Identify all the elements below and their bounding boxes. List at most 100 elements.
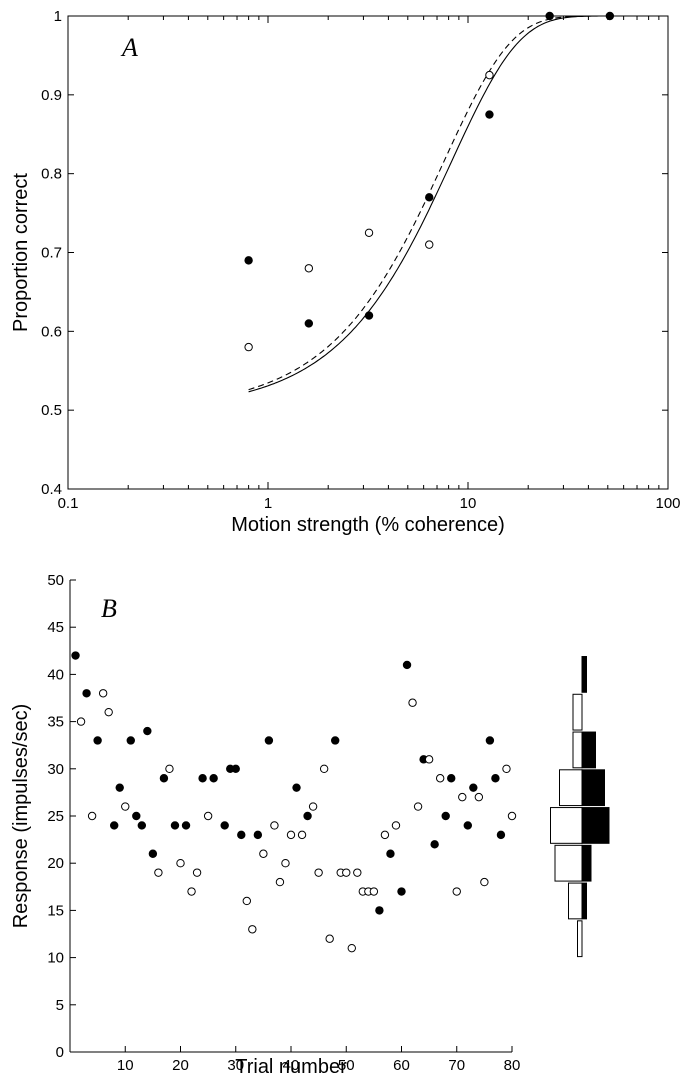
data-point-open <box>369 887 379 896</box>
data-point-open <box>452 887 461 896</box>
histogram-bar-filled <box>581 844 592 882</box>
data-point-filled <box>469 783 478 792</box>
data-point-filled <box>244 256 253 265</box>
data-point-filled <box>264 736 274 745</box>
y-tick-label-a: 0.9 <box>41 87 62 104</box>
data-point-open <box>435 774 445 783</box>
data-point-filled <box>132 811 141 821</box>
data-point-open <box>281 859 290 868</box>
data-point-open <box>286 830 296 840</box>
histogram-bar-open <box>550 807 583 844</box>
histogram-bar-open <box>572 731 583 769</box>
data-point-filled <box>181 821 191 830</box>
data-point-open <box>308 802 318 811</box>
data-point-open <box>165 764 174 773</box>
data-point-open <box>203 811 213 821</box>
x-tick-label-b: 20 <box>172 1057 189 1074</box>
y-tick-label-a: 0.7 <box>41 245 62 262</box>
data-point-filled <box>545 11 554 21</box>
y-tick-label-b: 20 <box>47 855 64 872</box>
x-tick-label-b: 60 <box>393 1057 410 1074</box>
data-point-filled <box>331 736 340 745</box>
data-point-filled <box>463 821 472 830</box>
data-point-filled <box>485 736 495 745</box>
data-point-open <box>480 877 489 887</box>
data-point-filled <box>137 821 147 830</box>
data-point-open <box>474 792 484 802</box>
data-point-open <box>325 934 334 943</box>
data-point-filled <box>71 651 80 660</box>
data-point-open <box>98 689 108 698</box>
data-point-filled <box>82 689 91 698</box>
y-tick-label-b: 25 <box>47 808 64 825</box>
y-tick-label-b: 35 <box>47 714 64 731</box>
data-point-open <box>319 764 329 773</box>
data-point-filled <box>115 783 124 792</box>
data-point-filled <box>170 821 180 830</box>
x-tick-label-b: 80 <box>504 1057 521 1074</box>
y-tick-label-b: 0 <box>56 1044 64 1061</box>
data-point-filled <box>430 840 439 849</box>
y-tick-label-b: 15 <box>47 902 64 919</box>
data-point-filled <box>386 849 395 858</box>
data-point-open <box>270 821 279 830</box>
x-tick-label-b: 40 <box>283 1057 300 1074</box>
data-point-open <box>154 868 163 877</box>
plot-frame-a <box>67 15 669 490</box>
x-tick-label-b: 70 <box>448 1057 465 1074</box>
data-point-filled <box>220 821 229 830</box>
data-point-open <box>248 925 257 934</box>
x-tick-label-a: 100 <box>655 495 680 512</box>
y-tick-label-b: 10 <box>47 950 64 967</box>
data-point-open <box>458 792 467 802</box>
x-axis-label-a: Motion strength (% coherence) <box>231 514 504 536</box>
data-point-filled <box>209 774 218 783</box>
data-point-filled <box>447 774 456 783</box>
x-tick-label-b: 50 <box>338 1057 355 1074</box>
data-point-open <box>342 868 351 877</box>
data-point-open <box>176 859 185 868</box>
data-point-open <box>347 943 356 953</box>
data-point-open <box>304 264 314 273</box>
data-point-filled <box>93 736 102 745</box>
x-tick-label-b: 10 <box>117 1057 134 1074</box>
y-tick-label-a: 1 <box>54 8 62 25</box>
data-point-open <box>380 830 390 840</box>
panel-label-a: A <box>120 33 138 62</box>
data-point-filled <box>425 193 434 202</box>
histogram-bar-filled <box>581 769 605 807</box>
histogram-bar-open <box>568 882 583 920</box>
data-point-filled <box>364 311 374 320</box>
data-point-filled <box>375 906 384 915</box>
panel-b: 0 5 10 15 20 25 30 35 40 45 50 10 20 30 40 50 60 70 80 Tria… <box>10 572 610 1077</box>
data-point-open <box>297 830 307 840</box>
data-point-filled <box>159 774 169 783</box>
data-point-open <box>314 868 323 877</box>
y-axis-label-b: Response (impulses/sec) <box>10 704 32 929</box>
data-point-open <box>502 764 511 773</box>
y-tick-label-a: 0.5 <box>41 402 62 419</box>
histogram-bar-filled <box>581 656 587 693</box>
y-tick-label-b: 40 <box>47 666 64 683</box>
data-point-open <box>104 707 113 717</box>
data-point-open <box>425 240 434 249</box>
data-point-open <box>353 868 362 877</box>
data-point-open <box>121 802 130 811</box>
data-point-open <box>242 896 252 906</box>
data-point-filled <box>605 11 615 21</box>
data-point-filled <box>148 849 158 858</box>
y-axis-label-a: Proportion correct <box>10 173 32 332</box>
data-point-filled <box>397 887 406 896</box>
panel-a: 0.4 0.5 0.6 0.7 0.8 0.9 1 0.1 1 10 100 Motion stren… <box>10 8 681 536</box>
x-axis-label-b: Trial number <box>235 1056 347 1077</box>
y-tick-label-a: 0.4 <box>41 481 62 498</box>
y-tick-label-b: 45 <box>47 619 64 636</box>
data-point-open <box>485 70 494 80</box>
data-point-filled <box>304 319 314 328</box>
data-point-open <box>408 698 417 707</box>
y-tick-label-b: 30 <box>47 761 64 778</box>
data-point-filled <box>441 811 450 821</box>
data-point-filled <box>303 811 312 821</box>
data-point-open <box>192 868 202 877</box>
data-point-filled <box>491 774 500 783</box>
